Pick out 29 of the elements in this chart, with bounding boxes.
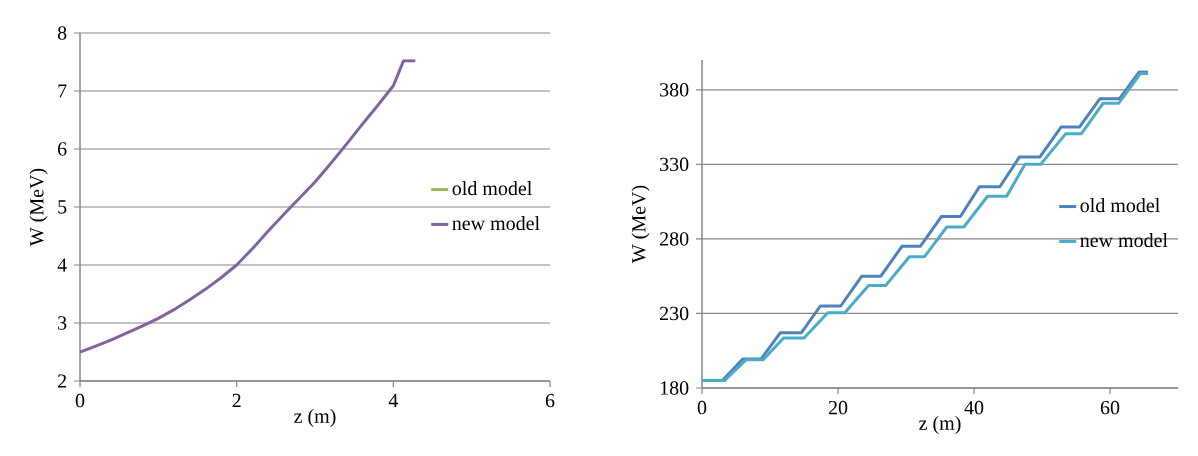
legend-label: old model <box>452 181 532 196</box>
y-tick-label: 330 <box>660 157 689 172</box>
x-tick-label: 2 <box>232 393 241 408</box>
x-tick-label: 4 <box>388 393 399 408</box>
y-tick-label: 180 <box>660 381 689 395</box>
y-tick-label: 380 <box>660 83 689 97</box>
line-series <box>80 59 417 354</box>
y-tick-label: 3 <box>58 316 67 330</box>
y-tick-label: 2 <box>58 374 67 388</box>
y-axis-title: W (MeV) <box>631 185 650 264</box>
x-tick-label: 0 <box>75 393 85 408</box>
y-axis-title: W (MeV) <box>29 168 48 247</box>
y-tick-label: 4 <box>57 258 67 272</box>
legend-label: new model <box>452 216 540 231</box>
x-tick-label: 6 <box>545 393 555 408</box>
y-tick-label: 280 <box>660 232 689 246</box>
x-axis-title: z (m) <box>294 408 336 428</box>
y-tick-label: 5 <box>58 200 67 214</box>
x-tick-label: 0 <box>697 400 707 415</box>
x-tick-label: 20 <box>828 400 848 415</box>
x-tick-label: 60 <box>1100 400 1120 415</box>
x-tick-label: 40 <box>964 400 984 415</box>
y-tick-label: 8 <box>57 26 67 40</box>
x-axis-title: z (m) <box>919 415 961 435</box>
y-tick-label: 7 <box>58 84 67 98</box>
legend-label: old model <box>1080 198 1160 213</box>
y-tick-label: 6 <box>58 142 67 156</box>
legend-label: new model <box>1080 233 1168 248</box>
y-tick-label: 230 <box>660 306 689 321</box>
